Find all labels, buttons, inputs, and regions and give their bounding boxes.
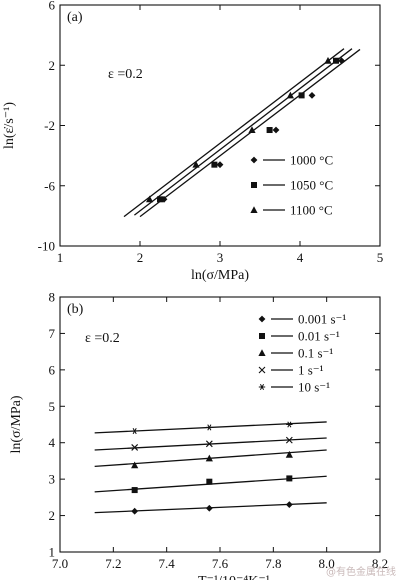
x-axis-label: T⁻¹/10⁻⁴K⁻¹ [198,574,270,580]
y-tick-label: 6 [49,0,56,13]
x-tick-label: 1 [57,250,64,265]
data-point [206,424,213,431]
data-point [285,501,293,509]
fit-line [139,48,361,218]
legend-marker [251,182,257,188]
data-point [205,440,213,448]
data-point [285,436,293,444]
data-point [285,450,293,458]
x-tick-label: 2 [137,250,144,265]
x-tick-label: 3 [217,250,224,265]
legend-label: 1100 °C [290,203,333,218]
legend-label: 0.001 s⁻¹ [298,312,346,327]
legend-marker [250,156,258,164]
data-point [205,454,213,462]
y-tick-label: 8 [49,290,56,305]
series-3 [123,48,345,218]
legend-marker [250,206,258,213]
y-tick-label: 3 [49,472,56,487]
data-point [211,161,218,168]
y-axis-label: ln(ε̇/s⁻¹) [2,102,17,149]
y-tick-label: -2 [44,118,55,133]
fit-line [94,437,327,451]
y-tick-label: 4 [49,435,56,450]
data-point [131,487,138,494]
series-2 [94,475,327,494]
data-point [266,127,273,134]
y-tick-label: 7 [49,326,56,341]
series-3 [94,449,327,469]
x-tick-label: 5 [377,250,384,265]
legend-label: 0.1 s⁻¹ [298,346,333,361]
data-point [206,478,213,485]
x-tick-label: 8.2 [372,556,388,571]
y-tick-label: 2 [49,58,56,73]
x-tick-label: 7.2 [105,556,121,571]
data-point [298,92,305,99]
series-5 [94,421,327,435]
x-tick-label: 7.8 [265,556,281,571]
data-point [205,504,213,512]
y-tick-label: -6 [44,178,55,193]
legend-label: 1050 °C [290,178,333,193]
panel-label: (a) [67,10,83,25]
data-point [131,444,139,451]
legend-marker [258,315,266,323]
data-point [131,461,139,469]
fit-line [134,48,353,216]
y-tick-label: 1 [49,545,56,560]
data-point [308,91,316,99]
legend-marker [258,349,266,356]
data-point [146,195,154,203]
data-point [216,161,224,169]
series-1 [94,501,327,515]
x-tick-label: 7.4 [159,556,176,571]
legend-label: 1000 °C [290,153,333,168]
y-tick-label: 6 [49,362,56,377]
fit-line [123,48,345,218]
x-tick-label: 7.0 [52,556,68,571]
y-tick-label: 5 [49,399,56,414]
y-tick-label: -10 [38,239,55,254]
legend-marker [258,366,266,374]
legend-label: 10 s⁻¹ [298,380,330,395]
y-tick-label: 2 [49,508,56,523]
data-point [286,91,294,99]
legend-label: 0.01 s⁻¹ [298,329,340,344]
legend-label: 1 s⁻¹ [298,363,324,378]
x-tick-label: 4 [297,250,304,265]
data-point [286,421,293,428]
y-axis-label: ln(σ/MPa) [9,395,24,453]
data-point [192,160,200,168]
data-point [248,126,256,134]
legend-marker [258,383,266,391]
data-point [286,475,293,482]
panel-label: (b) [67,302,84,317]
data-point [131,507,139,515]
data-point [338,57,345,65]
series-4 [94,436,327,451]
x-tick-label: 8.0 [319,556,335,571]
x-tick-label: 7.6 [212,556,229,571]
data-point [272,126,280,134]
strain-annotation: ε =0.2 [85,331,120,346]
data-point [157,196,163,203]
panel-a: 1 2 3 4 5 -10 -6 -2 2 6 ln(σ/MPa) ln(ε̇/s⁻¹) (a) ε =0… [2,0,383,283]
legend-marker [259,333,265,339]
x-axis-label: ln(σ/MPa) [191,268,249,283]
series-2 [134,48,353,216]
panel-b: 7.0 7.2 7.4 7.6 7.8 8.0 8.2 1 2 3 4 5 6 7 8 T⁻¹/10⁻⁴K⁻¹… [9,290,388,580]
data-point [333,57,339,64]
strain-annotation: ε =0.2 [108,67,143,82]
watermark: @有色金属在线 [326,565,396,578]
data-point [131,428,138,435]
data-point [324,56,332,64]
